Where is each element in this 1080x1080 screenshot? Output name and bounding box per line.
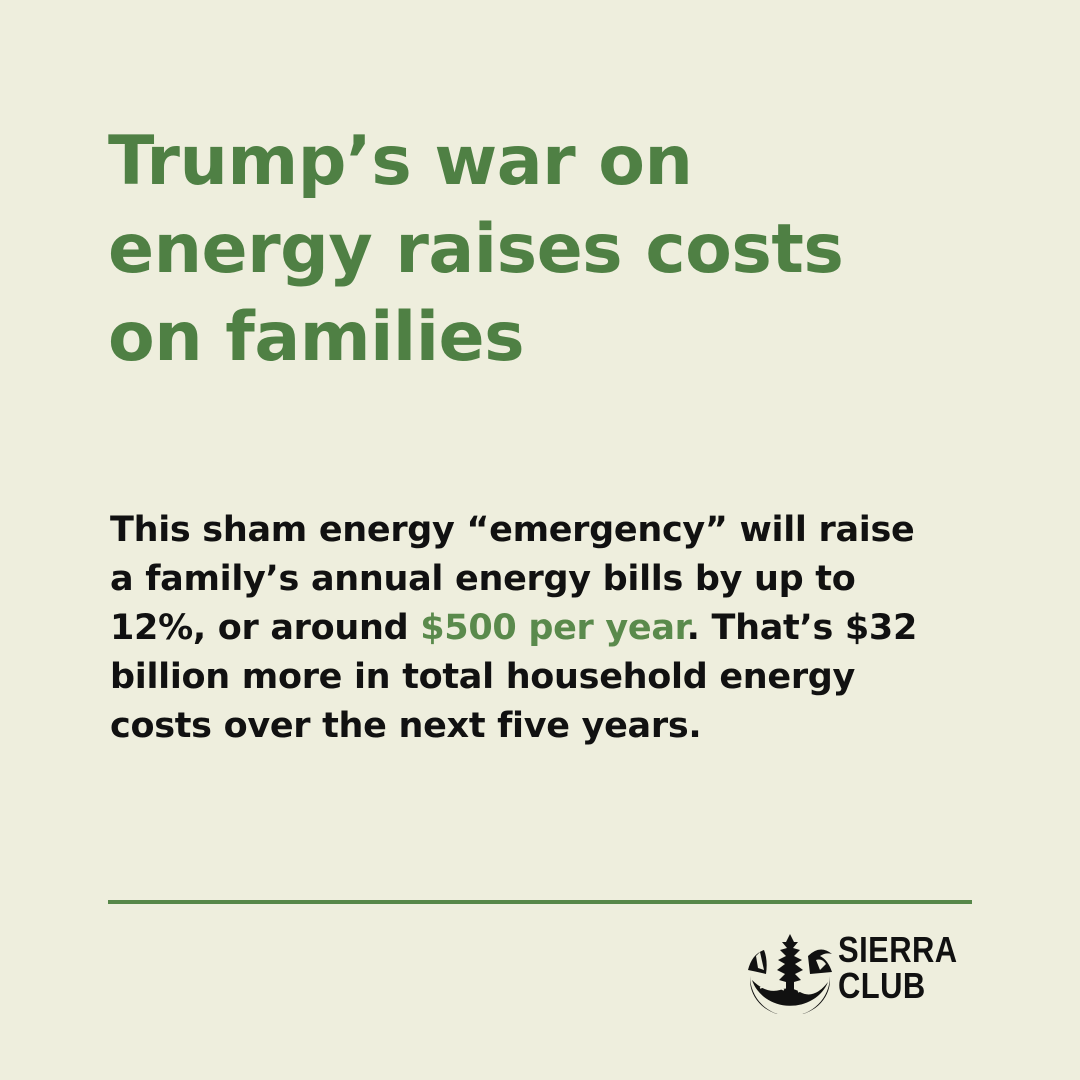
headline-line-3: on families <box>108 298 525 377</box>
headline-line-2: energy raises costs <box>108 210 844 289</box>
sierra-club-wordmark: SIERRA CLUB <box>838 932 958 1004</box>
body-line-3-end: . That’s $32 <box>686 608 918 648</box>
body-line-5: costs over the next five years. <box>110 706 702 746</box>
logo-text-line-2: CLUB <box>838 965 926 1006</box>
body-paragraph: This sham energy “emergency” will raise … <box>110 506 990 751</box>
body-line-1: This sham energy “emergency” will raise <box>110 510 915 550</box>
highlighted-amount: $500 per year <box>420 608 687 648</box>
body-line-4: billion more in total household energy <box>110 657 856 697</box>
logo-text-line-1: SIERRA <box>838 929 958 970</box>
body-line-3: 12%, or around $500 per year. That’s $32 <box>110 604 990 653</box>
headline-line-1: Trump’s war on <box>108 122 693 201</box>
divider-line <box>108 900 972 904</box>
headline: Trump’s war on energy raises costs on fa… <box>108 118 988 382</box>
sequoia-tree-logo-icon <box>748 934 832 1014</box>
body-line-3-start: 12%, or around <box>110 608 421 648</box>
sierra-club-logo: SIERRA CLUB <box>746 928 976 1018</box>
body-line-2: a family’s annual energy bills by up to <box>110 559 856 599</box>
